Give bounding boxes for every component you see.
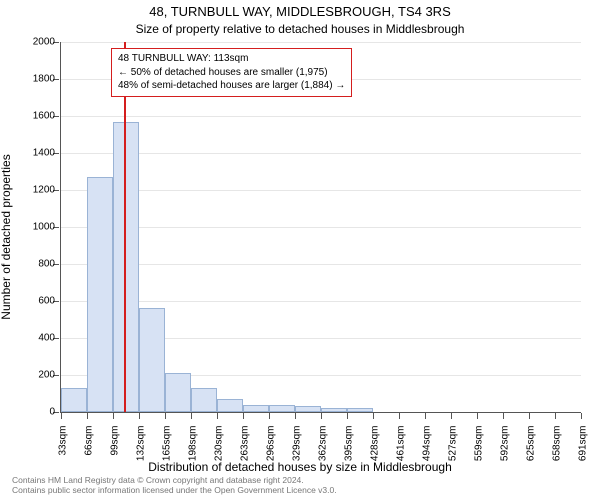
x-tick bbox=[529, 413, 530, 419]
x-tick bbox=[373, 413, 374, 419]
footer-line: Contains public sector information licen… bbox=[12, 485, 337, 496]
x-tick-label: 625sqm bbox=[526, 426, 537, 486]
gridline bbox=[61, 116, 581, 117]
y-tick-label: 1600 bbox=[5, 111, 55, 122]
x-tick bbox=[347, 413, 348, 419]
x-tick bbox=[425, 413, 426, 419]
gridline bbox=[61, 42, 581, 43]
x-tick bbox=[243, 413, 244, 419]
histogram-bar bbox=[191, 388, 217, 412]
x-tick-label: 527sqm bbox=[448, 426, 459, 486]
histogram-bar bbox=[321, 408, 347, 412]
x-tick bbox=[477, 413, 478, 419]
gridline bbox=[61, 227, 581, 228]
histogram-bar bbox=[87, 177, 113, 412]
x-tick-label: 494sqm bbox=[422, 426, 433, 486]
histogram-bar bbox=[217, 399, 243, 412]
x-tick-label: 428sqm bbox=[370, 426, 381, 486]
x-tick bbox=[269, 413, 270, 419]
x-tick bbox=[399, 413, 400, 419]
gridline bbox=[61, 190, 581, 191]
x-tick bbox=[87, 413, 88, 419]
histogram-bar bbox=[139, 308, 165, 412]
y-tick-label: 1800 bbox=[5, 74, 55, 85]
x-tick bbox=[581, 413, 582, 419]
x-tick bbox=[191, 413, 192, 419]
histogram-bar bbox=[243, 405, 269, 412]
y-tick-label: 2000 bbox=[5, 37, 55, 48]
y-tick-label: 1200 bbox=[5, 185, 55, 196]
gridline bbox=[61, 301, 581, 302]
x-tick-label: 691sqm bbox=[578, 426, 589, 486]
x-tick-label: 461sqm bbox=[396, 426, 407, 486]
x-tick bbox=[503, 413, 504, 419]
x-tick bbox=[139, 413, 140, 419]
footer-attribution: Contains HM Land Registry data © Crown c… bbox=[12, 475, 337, 496]
x-tick bbox=[165, 413, 166, 419]
callout-line: 48 TURNBULL WAY: 113sqm bbox=[118, 52, 345, 66]
y-tick-label: 400 bbox=[5, 333, 55, 344]
marker-callout: 48 TURNBULL WAY: 113sqm← 50% of detached… bbox=[111, 48, 352, 97]
callout-line: ← 50% of detached houses are smaller (1,… bbox=[118, 66, 345, 80]
plot-area: 48 TURNBULL WAY: 113sqm← 50% of detached… bbox=[60, 42, 581, 413]
gridline bbox=[61, 153, 581, 154]
x-tick-label: 559sqm bbox=[474, 426, 485, 486]
chart-container: 48, TURNBULL WAY, MIDDLESBROUGH, TS4 3RS… bbox=[0, 0, 600, 500]
x-tick-label: 395sqm bbox=[344, 426, 355, 486]
x-tick bbox=[555, 413, 556, 419]
x-axis-label: Distribution of detached houses by size … bbox=[0, 460, 600, 474]
x-tick-label: 658sqm bbox=[552, 426, 563, 486]
y-tick-label: 200 bbox=[5, 370, 55, 381]
y-tick-label: 0 bbox=[5, 407, 55, 418]
x-tick bbox=[113, 413, 114, 419]
x-tick bbox=[321, 413, 322, 419]
y-tick-label: 600 bbox=[5, 296, 55, 307]
x-tick bbox=[451, 413, 452, 419]
y-tick-label: 800 bbox=[5, 259, 55, 270]
x-tick bbox=[217, 413, 218, 419]
footer-line: Contains HM Land Registry data © Crown c… bbox=[12, 475, 337, 486]
histogram-bar bbox=[165, 373, 191, 412]
histogram-bar bbox=[61, 388, 87, 412]
chart-title: 48, TURNBULL WAY, MIDDLESBROUGH, TS4 3RS bbox=[0, 4, 600, 19]
x-tick bbox=[61, 413, 62, 419]
marker-line bbox=[124, 42, 126, 412]
x-tick-label: 592sqm bbox=[500, 426, 511, 486]
callout-line: 48% of semi-detached houses are larger (… bbox=[118, 79, 345, 93]
histogram-bar bbox=[347, 408, 373, 412]
histogram-bar bbox=[295, 406, 321, 412]
x-tick bbox=[295, 413, 296, 419]
y-tick-label: 1400 bbox=[5, 148, 55, 159]
chart-subtitle: Size of property relative to detached ho… bbox=[0, 22, 600, 36]
gridline bbox=[61, 264, 581, 265]
y-tick-label: 1000 bbox=[5, 222, 55, 233]
histogram-bar bbox=[269, 405, 295, 412]
